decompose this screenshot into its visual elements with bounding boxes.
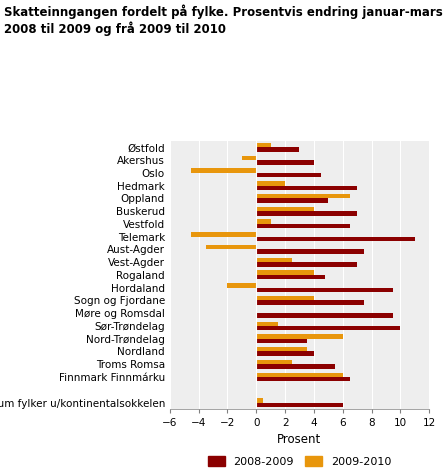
Bar [256, 173, 321, 177]
Bar [256, 334, 343, 339]
Bar [256, 194, 350, 198]
Text: Skatteinngangen fordelt på fylke. Prosentvis endring januar-mars frå: Skatteinngangen fordelt på fylke. Prosen… [4, 5, 447, 19]
Bar [256, 224, 350, 228]
Bar [256, 402, 343, 407]
Bar [228, 283, 256, 288]
Bar [256, 275, 325, 279]
Bar [256, 237, 415, 241]
X-axis label: Prosent: Prosent [278, 433, 321, 446]
Bar [191, 168, 256, 173]
Bar [256, 321, 278, 326]
Bar [256, 377, 350, 382]
Bar [256, 300, 364, 305]
Legend: 2008-2009, 2009-2010: 2008-2009, 2009-2010 [203, 452, 396, 470]
Bar [256, 326, 401, 330]
Bar [256, 148, 299, 152]
Bar [256, 364, 336, 368]
Bar [256, 313, 393, 318]
Bar [256, 219, 271, 224]
Bar [256, 211, 357, 216]
Bar [256, 250, 364, 254]
Bar [256, 258, 292, 262]
Bar [256, 262, 357, 266]
Bar [256, 347, 307, 352]
Bar [256, 186, 357, 190]
Bar [256, 398, 263, 402]
Bar [256, 339, 307, 343]
Bar [256, 198, 328, 203]
Bar [256, 288, 393, 292]
Bar [256, 296, 314, 300]
Bar [242, 156, 256, 160]
Bar [256, 181, 285, 186]
Bar [191, 232, 256, 237]
Bar [256, 160, 314, 164]
Text: 2008 til 2009 og frå 2009 til 2010: 2008 til 2009 og frå 2009 til 2010 [4, 21, 227, 36]
Bar [206, 245, 256, 250]
Bar [256, 270, 314, 275]
Bar [256, 373, 343, 377]
Bar [256, 207, 314, 211]
Bar [256, 352, 314, 356]
Bar [256, 143, 271, 148]
Bar [256, 360, 292, 364]
